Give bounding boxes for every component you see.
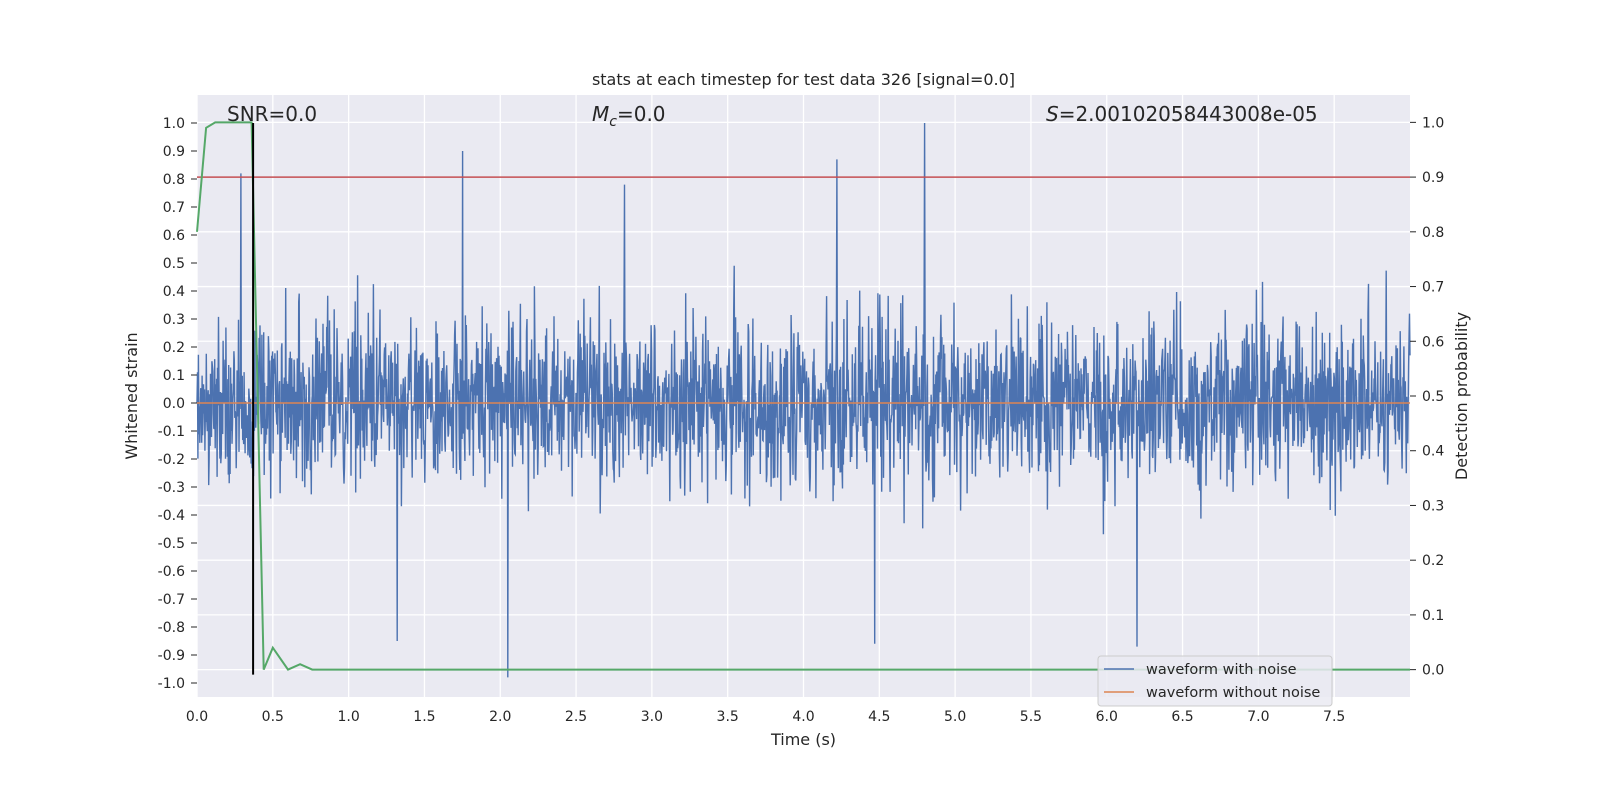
x-tick-label: 2.5: [565, 709, 587, 725]
y-right-tick-label: 0.9: [1422, 170, 1444, 186]
y-right-tick-label: 1.0: [1422, 115, 1444, 131]
y-right-tick-label: 0.2: [1422, 553, 1444, 569]
legend: waveform with noise waveform without noi…: [1097, 655, 1333, 707]
y-right-tick-label: 0.4: [1422, 444, 1444, 460]
x-tick-label: 1.0: [337, 709, 359, 725]
y-left-tick-label: 0.0: [163, 396, 185, 412]
detection-probability-line: [196, 121, 1410, 671]
y-axis-label-right: Detection probability: [1452, 312, 1471, 480]
y-right-tick-label: 0.8: [1422, 225, 1444, 241]
y-axis-label-left: Whitened strain: [122, 332, 141, 459]
snr-annotation: SNR=0.0: [227, 102, 317, 126]
y-left-tick-label: -0.9: [158, 648, 185, 664]
y-left-tick-label: -0.2: [158, 452, 185, 468]
y-right-tick-label: 0.6: [1422, 334, 1444, 350]
y-left-tick-label: 0.8: [163, 172, 185, 188]
x-tick-label: 2.0: [489, 709, 511, 725]
y-left-tick-label: 0.5: [163, 256, 185, 272]
s-annotation: S=2.00102058443008e-05: [1046, 102, 1318, 126]
y-right-tick-label: 0.7: [1422, 280, 1444, 296]
s-symbol: S: [1046, 102, 1059, 126]
x-tick-label: 4.5: [868, 709, 890, 725]
y-left-tick-label: -0.6: [158, 564, 185, 580]
y-left-tick-label: -0.8: [158, 620, 185, 636]
mc-symbol: M: [592, 102, 609, 126]
legend-label-clean: waveform without noise: [1146, 685, 1320, 701]
y-left-tick-label: 0.2: [163, 340, 185, 356]
waveform-with-noise-line: [196, 122, 1411, 678]
x-tick-label: 6.5: [1171, 709, 1193, 725]
x-tick-label: 7.5: [1323, 709, 1345, 725]
x-tick-label: 3.5: [717, 709, 739, 725]
x-tick-label: 4.0: [792, 709, 814, 725]
x-axis-label: Time (s): [770, 730, 836, 749]
x-tick-label: 5.5: [1020, 709, 1042, 725]
x-tick-label: 7.0: [1247, 709, 1269, 725]
y-right-tick-label: 0.0: [1422, 663, 1444, 679]
chirp-mass-annotation: Mc=0.0: [592, 102, 666, 130]
y-left-tick-label: 0.6: [163, 228, 185, 244]
y-left-tick-label: 1.0: [163, 116, 185, 132]
series-lines: [196, 121, 1410, 675]
y-right-tick-label: 0.5: [1422, 389, 1444, 405]
tick-labels: 0.0 0.5 1.0 1.5 2.0 2.5 3.0 3.5 4.0 4.5 5.0 5.5 6.0 6…: [158, 115, 1445, 725]
y-left-tick-label: 0.1: [163, 368, 185, 384]
y-left-tick-label: -0.3: [158, 480, 185, 496]
noise-waveform: [196, 122, 1411, 678]
chart-title: stats at each timestep for test data 326…: [592, 70, 1015, 89]
y-left-tick-label: 0.3: [163, 312, 185, 328]
x-tick-label: 0.5: [262, 709, 284, 725]
s-value: =2.00102058443008e-05: [1059, 102, 1318, 126]
y-left-tick-label: -0.4: [158, 508, 185, 524]
mc-value: =0.0: [617, 102, 666, 126]
y-left-tick-label: -0.7: [158, 592, 185, 608]
x-tick-label: 5.0: [944, 709, 966, 725]
y-left-tick-label: -0.1: [158, 424, 185, 440]
mc-subscript: c: [609, 114, 617, 130]
y-left-tick-label: 0.9: [163, 144, 185, 160]
y-left-tick-label: 0.4: [163, 284, 185, 300]
y-left-tick-label: 0.7: [163, 200, 185, 216]
legend-label-noisy: waveform with noise: [1146, 662, 1297, 678]
x-tick-label: 3.0: [641, 709, 663, 725]
legend-box: [1097, 655, 1333, 707]
y-left-tick-label: -0.5: [158, 536, 185, 552]
x-tick-label: 6.0: [1096, 709, 1118, 725]
y-left-tick-label: -1.0: [158, 676, 185, 692]
y-right-tick-label: 0.3: [1422, 498, 1444, 514]
x-tick-label: 0.0: [186, 709, 208, 725]
x-tick-label: 1.5: [413, 709, 435, 725]
y-right-tick-label: 0.1: [1422, 608, 1444, 624]
